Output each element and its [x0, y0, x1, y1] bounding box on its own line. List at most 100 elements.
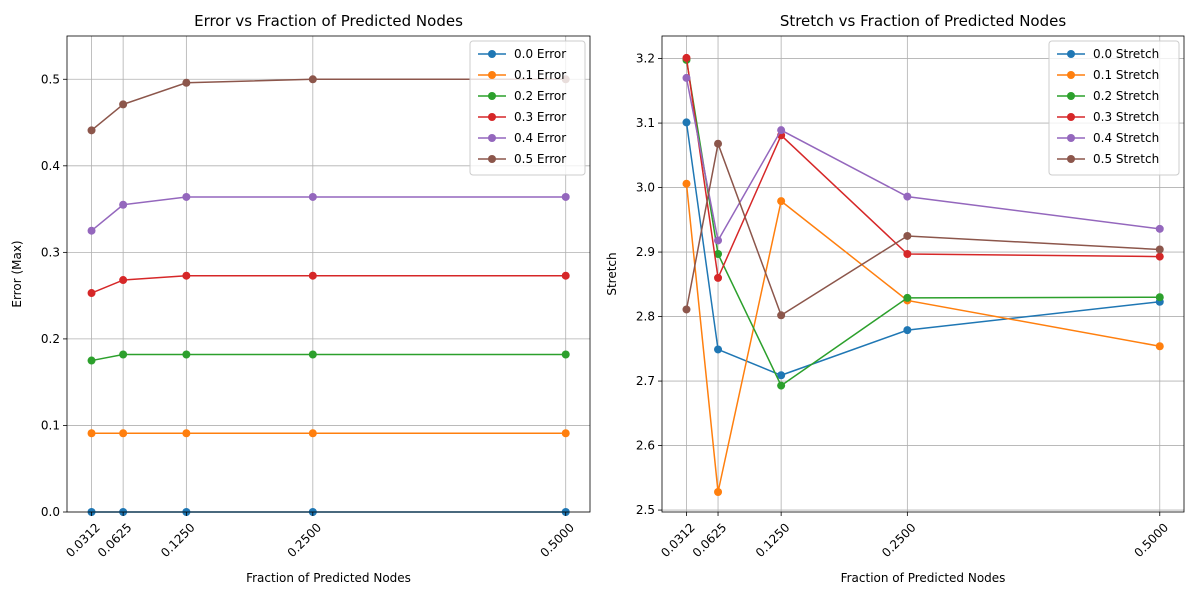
data-point — [119, 429, 128, 438]
data-point — [714, 236, 723, 245]
data-point — [561, 429, 570, 438]
y-tick-label: 2.8 — [636, 310, 655, 324]
data-point — [308, 75, 317, 84]
data-point — [903, 250, 912, 259]
legend-marker — [488, 92, 496, 100]
data-point — [903, 326, 912, 335]
data-point — [87, 289, 96, 298]
legend-label: 0.2 Error — [514, 89, 566, 103]
legend-label: 0.5 Error — [514, 152, 566, 166]
data-point — [182, 78, 191, 87]
data-point — [119, 276, 128, 285]
series-1 — [682, 179, 1164, 497]
y-tick-label: 0.4 — [41, 159, 60, 173]
data-point — [308, 350, 317, 359]
legend-marker — [1067, 155, 1075, 163]
data-point — [87, 356, 96, 365]
data-point — [682, 118, 691, 127]
legend-marker — [488, 50, 496, 58]
legend: 0.0 Error 0.1 Error 0.2 Error 0.3 Error 0.4 … — [469, 40, 586, 176]
series-line — [91, 274, 566, 294]
x-tick-label: 0.1250 — [753, 520, 793, 560]
legend-label: 0.0 Stretch — [1093, 47, 1159, 61]
legend-marker — [1067, 92, 1075, 100]
chart-title: Error vs Fraction of Predicted Nodes — [194, 12, 463, 30]
data-point — [308, 271, 317, 280]
y-tick-label: 0.2 — [41, 332, 60, 346]
legend-label: 0.1 Stretch — [1093, 68, 1159, 82]
data-point — [903, 231, 912, 240]
data-point — [682, 305, 691, 314]
data-point — [1155, 245, 1164, 254]
data-point — [777, 311, 786, 320]
x-tick-label: 0.2500 — [285, 520, 325, 560]
y-tick-label: 2.5 — [636, 503, 655, 517]
data-point — [1155, 342, 1164, 351]
x-tick-label: 0.0312 — [63, 520, 103, 560]
data-point — [308, 192, 317, 201]
data-point — [87, 429, 96, 438]
y-tick-label: 2.9 — [636, 245, 655, 259]
data-point — [777, 197, 786, 206]
legend-label: 0.5 Stretch — [1093, 152, 1159, 166]
series-1 — [87, 429, 570, 438]
data-point — [308, 429, 317, 438]
legend-marker — [488, 71, 496, 79]
series-4 — [682, 73, 1164, 245]
data-point — [714, 273, 723, 282]
x-axis-label: Fraction of Predicted Nodes — [246, 571, 411, 585]
data-point — [777, 371, 786, 380]
series-4 — [87, 192, 570, 235]
axes-frame — [66, 35, 591, 513]
series-3 — [682, 53, 1164, 282]
legend-marker — [488, 134, 496, 142]
series-2 — [87, 350, 570, 365]
x-tick-label: 0.5000 — [537, 520, 577, 560]
data-point — [682, 53, 691, 62]
y-tick-label: 0.0 — [41, 505, 60, 519]
data-point — [1155, 293, 1164, 302]
data-point — [561, 271, 570, 280]
data-point — [714, 250, 723, 259]
data-point — [182, 271, 191, 280]
y-tick-label: 0.3 — [41, 245, 60, 259]
axes-frame — [661, 35, 1185, 513]
data-point — [714, 345, 723, 354]
data-point — [87, 126, 96, 135]
y-tick-label: 3.0 — [636, 181, 655, 195]
data-point — [777, 126, 786, 135]
y-tick-label: 0.1 — [41, 418, 60, 432]
legend-label: 0.4 Error — [514, 131, 566, 145]
data-point — [119, 100, 128, 109]
y-tick-label: 2.7 — [636, 374, 655, 388]
legend-marker — [1067, 113, 1075, 121]
y-axis-label: Error (Max) — [10, 240, 24, 307]
legend-marker — [1067, 50, 1075, 58]
data-point — [682, 179, 691, 188]
data-point — [682, 73, 691, 82]
x-tick-label: 0.5000 — [1132, 520, 1172, 560]
y-tick-label: 3.1 — [636, 116, 655, 130]
legend-label: 0.2 Stretch — [1093, 89, 1159, 103]
data-point — [182, 350, 191, 359]
x-tick-label: 0.1250 — [158, 520, 198, 560]
y-tick-label: 3.2 — [636, 52, 655, 66]
data-point — [561, 350, 570, 359]
data-point — [777, 381, 786, 390]
legend-marker — [488, 113, 496, 121]
x-tick-label: 0.0625 — [690, 520, 730, 560]
x-tick-label: 0.0312 — [658, 520, 698, 560]
data-point — [119, 350, 128, 359]
series-5 — [682, 139, 1164, 320]
series-line — [91, 196, 566, 232]
legend-label: 0.4 Stretch — [1093, 131, 1159, 145]
data-point — [119, 200, 128, 209]
legend-label: 0.1 Error — [514, 68, 566, 82]
y-tick-label: 0.5 — [41, 72, 60, 86]
data-point — [182, 429, 191, 438]
legend: 0.0 Stretch 0.1 Stretch 0.2 Stretch 0.3 Str… — [1048, 40, 1180, 176]
